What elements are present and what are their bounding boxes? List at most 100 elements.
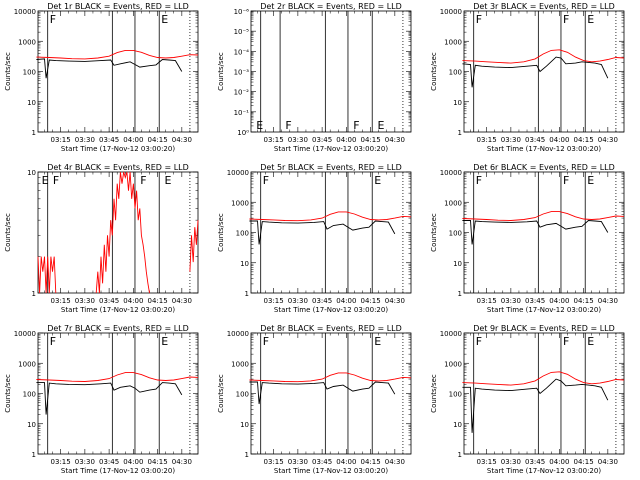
events-series-line [462,220,609,245]
x-tick-label: 04:30 [598,297,618,305]
x-tick-label: 04:15 [148,458,168,466]
panel-9: Det 9r BLACK = Events, RED = LLD 1 10 100 10… [430,324,625,475]
plot-frame [250,332,412,455]
y-tick-label: 1 [245,290,249,298]
y-tick-label: 10000 [14,330,36,338]
y-tick-label: 1000 [231,199,249,207]
x-tick-label: 04:00 [549,136,569,144]
x-tick-label: 03:30 [501,458,521,466]
lld-series-line [37,256,57,294]
x-tick-label: 03:30 [288,297,308,305]
x-axis-label: Start Time (17-Nov-12 03:00:20) [274,306,388,314]
plot-frame [250,171,412,294]
lld-series-line [462,49,625,64]
y-tick-label: 10⁰ [237,129,249,137]
x-tick-label: 03:15 [477,458,497,466]
marker-annotation: F [563,335,569,348]
events-series-line [462,378,609,433]
y-tick-label: 100 [449,69,462,77]
lld-series-line [189,220,199,272]
y-tick-label: 10 [240,421,249,429]
x-tick-label: 04:30 [385,297,405,305]
x-tick-label: 04:00 [549,458,569,466]
marker-annotation: F [353,119,359,132]
y-tick-label: 1 [32,451,36,459]
lld-series-line [36,49,199,60]
x-tick-label: 04:30 [385,458,405,466]
y-tick-label: 10 [27,421,36,429]
y-axis-label: Counts/sec [217,374,225,413]
y-tick-label: 10⁻⁵ [234,28,250,36]
x-tick-label: 03:15 [51,136,71,144]
y-axis-label: Counts/sec [217,52,225,91]
y-tick-label: 100 [23,391,36,399]
y-tick-label: 10000 [440,8,462,16]
panel-1: Det 1r BLACK = Events, RED = LLD 1 10 100 10… [4,2,199,153]
events-series-line [36,382,183,415]
x-tick-label: 03:45 [525,136,545,144]
y-axis-label: Counts/sec [430,374,438,413]
y-tick-label: 1 [458,451,462,459]
y-axis-label: Counts/sec [4,374,12,413]
marker-annotation: F [476,13,482,26]
events-series-line [249,381,396,405]
x-tick-label: 03:45 [525,297,545,305]
x-tick-label: 04:00 [123,297,143,305]
panel-2: Det 2r BLACK = Events, RED = LLD 10⁰ 10⁻¹ 1… [217,2,412,153]
x-tick-label: 04:30 [598,458,618,466]
x-tick-label: 03:30 [288,458,308,466]
x-tick-label: 03:15 [477,136,497,144]
x-axis-label: Start Time (17-Nov-12 03:00:20) [274,145,388,153]
x-tick-label: 03:15 [51,297,71,305]
marker-annotation: F [50,335,56,348]
x-axis-label: Start Time (17-Nov-12 03:00:20) [61,467,175,475]
x-tick-label: 03:30 [501,136,521,144]
marker-annotation: F [285,119,291,132]
panel-6: Det 6r BLACK = Events, RED = LLD 1 10 100 10… [430,163,625,314]
x-tick-label: 03:30 [501,297,521,305]
y-tick-label: 10⁻³ [234,69,250,77]
x-axis-label: Start Time (17-Nov-12 03:00:20) [61,145,175,153]
y-tick-label: 10000 [440,169,462,177]
y-tick-label: 1000 [444,38,462,46]
marker-annotation: F [263,174,269,187]
x-tick-label: 03:45 [99,136,119,144]
panel-7: Det 7r BLACK = Events, RED = LLD 1 10 100 10… [4,324,199,475]
x-axis-label: Start Time (17-Nov-12 03:00:20) [487,145,601,153]
events-series-line [249,220,396,245]
marker-annotation: E [374,174,381,187]
x-axis-label: Start Time (17-Nov-12 03:00:20) [274,467,388,475]
panel-title: Det 6r BLACK = Events, RED = LLD [473,163,615,172]
y-tick-label: 1 [32,129,36,137]
marker-annotation: F [140,174,146,187]
x-tick-label: 03:45 [312,458,332,466]
y-tick-label: 1 [458,290,462,298]
x-tick-label: 04:15 [361,297,381,305]
x-tick-label: 03:15 [264,458,284,466]
y-tick-label: 10 [453,260,462,268]
x-tick-label: 03:30 [75,136,95,144]
events-series-line [36,58,183,79]
x-tick-label: 04:30 [172,297,192,305]
y-tick-label: 10 [453,99,462,107]
x-tick-label: 03:30 [75,297,95,305]
plot-frame [463,332,625,455]
y-tick-label: 10⁻⁴ [234,48,250,56]
y-tick-label: 1 [32,290,36,298]
marker-annotation: F [476,335,482,348]
panel-title: Det 7r BLACK = Events, RED = LLD [47,324,189,333]
y-tick-label: 1000 [444,360,462,368]
y-tick-label: 100 [23,69,36,77]
panel-5: Det 5r BLACK = Events, RED = LLD 1 10 100 10… [217,163,412,314]
y-tick-label: 100 [236,230,249,238]
x-axis-label: Start Time (17-Nov-12 03:00:20) [487,306,601,314]
y-axis-label: Counts/sec [430,213,438,252]
x-tick-label: 04:30 [385,136,405,144]
x-tick-label: 03:15 [264,297,284,305]
marker-annotation: F [563,174,569,187]
y-axis-label: Counts/sec [217,213,225,252]
marker-annotation: E [374,335,381,348]
x-tick-label: 04:15 [574,297,594,305]
y-axis-label: Counts/sec [4,213,12,252]
